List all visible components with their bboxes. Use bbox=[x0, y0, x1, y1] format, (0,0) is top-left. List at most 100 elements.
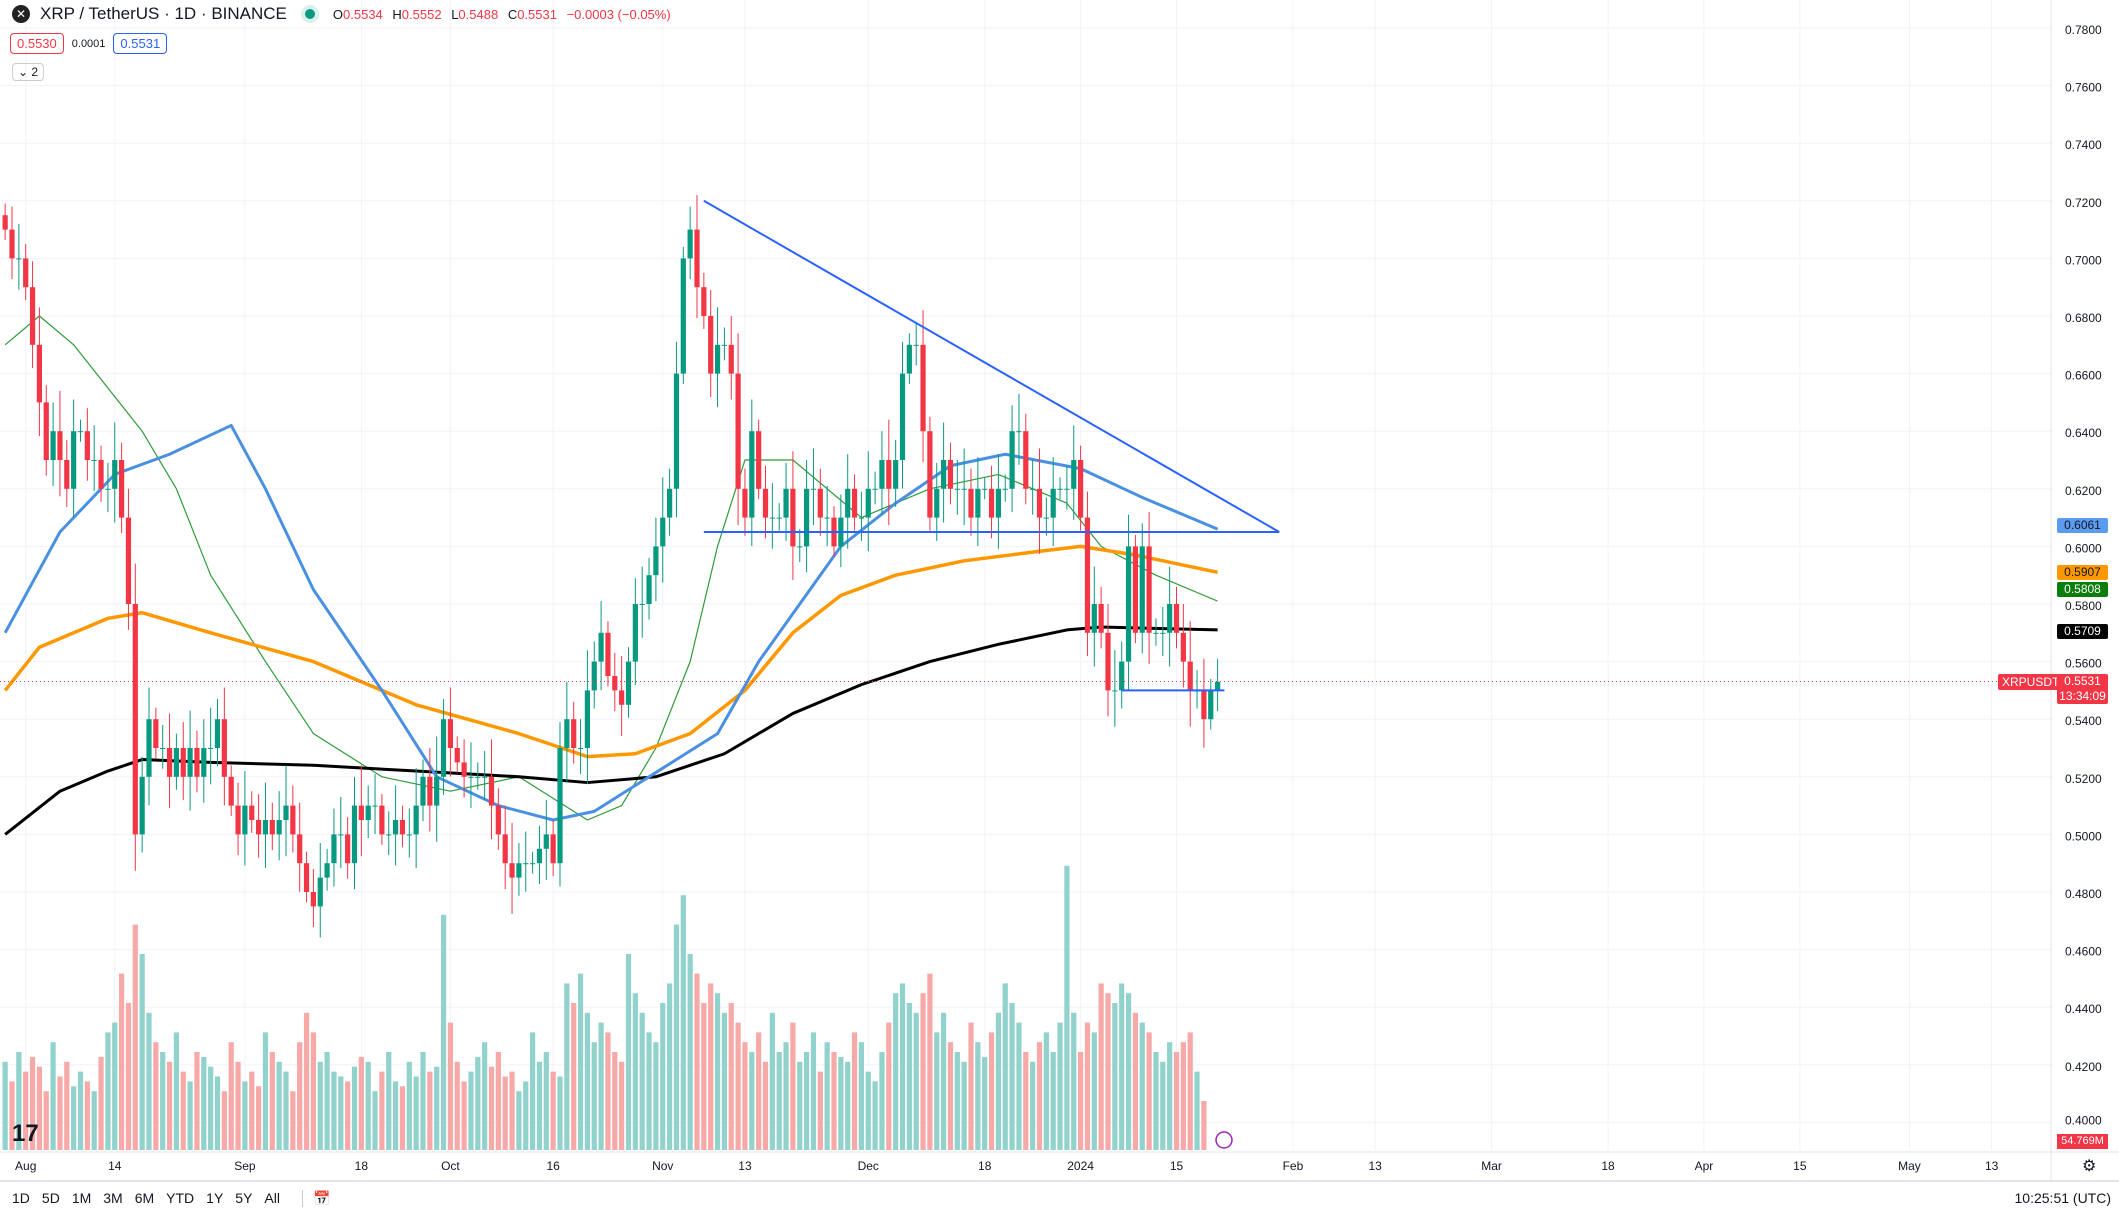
volume-bar bbox=[687, 954, 693, 1150]
y-tick-label: 0.7600 bbox=[2065, 81, 2102, 95]
volume-bar bbox=[482, 1042, 488, 1150]
candle-body bbox=[797, 546, 803, 548]
volume-bar bbox=[591, 1042, 597, 1150]
date-range-icon[interactable]: 📅 bbox=[301, 1189, 330, 1207]
range-5y[interactable]: 5Y bbox=[235, 1190, 253, 1206]
candle-body bbox=[77, 431, 84, 433]
candle-body bbox=[262, 820, 269, 835]
range-5d[interactable]: 5D bbox=[41, 1190, 60, 1206]
buy-button[interactable]: 0.5531 bbox=[113, 33, 168, 54]
volume-bar bbox=[1043, 1032, 1049, 1150]
volume-bar bbox=[1030, 1061, 1036, 1150]
volume-bar bbox=[756, 1032, 762, 1150]
candle-body bbox=[571, 719, 577, 748]
volume-bar bbox=[214, 1076, 221, 1150]
candle-body bbox=[201, 748, 207, 777]
volume-bar bbox=[762, 1061, 769, 1150]
volume-bar bbox=[509, 1071, 515, 1150]
volume-bar bbox=[769, 1012, 775, 1150]
x-tick-label: 14 bbox=[108, 1159, 122, 1173]
y-tick-label: 0.5800 bbox=[2065, 599, 2102, 613]
candle-body bbox=[221, 719, 227, 777]
candle-body bbox=[968, 488, 974, 518]
volume-bar bbox=[125, 1003, 132, 1150]
volume-bar bbox=[530, 1032, 536, 1150]
volume-bar bbox=[221, 1091, 227, 1150]
range-6m[interactable]: 6M bbox=[134, 1190, 155, 1206]
y-tick-label: 0.5600 bbox=[2065, 657, 2102, 671]
candle-body bbox=[139, 776, 145, 835]
volume-bar bbox=[262, 1032, 269, 1150]
volume-bar bbox=[269, 1052, 275, 1150]
volume-bar bbox=[790, 1022, 796, 1150]
volume-bar bbox=[132, 924, 138, 1150]
indicators-toggle-button[interactable]: ⌄ 2 bbox=[12, 63, 45, 81]
candle-body bbox=[591, 661, 597, 691]
candle-body bbox=[995, 488, 1001, 518]
events-lightning-icon bbox=[1215, 1131, 1233, 1149]
candle-body bbox=[317, 877, 323, 907]
settings-gear-icon[interactable]: ⚙ bbox=[2082, 1158, 2097, 1175]
volume-bar bbox=[358, 1056, 364, 1150]
x-tick-label: 18 bbox=[978, 1159, 992, 1173]
bar-countdown: 13:34:09 bbox=[2059, 689, 2106, 703]
volume-bar bbox=[324, 1052, 330, 1150]
volume-bar bbox=[694, 973, 700, 1150]
volume-bar bbox=[173, 1032, 179, 1150]
candle-body bbox=[680, 258, 686, 374]
range-ytd[interactable]: YTD bbox=[166, 1190, 195, 1206]
range-1m[interactable]: 1M bbox=[71, 1190, 92, 1206]
candle-body bbox=[762, 488, 769, 518]
volume-bar bbox=[249, 1071, 255, 1150]
candle-body bbox=[105, 488, 111, 490]
volume-bar bbox=[543, 1052, 549, 1150]
volume-bar bbox=[146, 1012, 152, 1150]
volume-bar bbox=[906, 1003, 912, 1150]
range-1d[interactable]: 1D bbox=[12, 1190, 30, 1206]
candle-body bbox=[975, 488, 981, 518]
candle-body bbox=[1084, 517, 1091, 633]
y-tick-label: 0.7000 bbox=[2065, 253, 2102, 267]
volume-bar bbox=[858, 1042, 864, 1150]
volume-bar bbox=[105, 1032, 111, 1150]
y-tick-label: 0.6600 bbox=[2065, 369, 2102, 383]
volume-bar bbox=[36, 1066, 42, 1150]
volume-badge: 54.769M bbox=[2057, 1134, 2108, 1149]
volume-bar bbox=[947, 1042, 954, 1150]
range-3m[interactable]: 3M bbox=[103, 1190, 123, 1206]
candle-body bbox=[1064, 488, 1070, 490]
candle-body bbox=[119, 460, 125, 518]
candle-body bbox=[988, 488, 995, 518]
volume-bar bbox=[166, 1061, 173, 1150]
volume-bar bbox=[16, 1052, 22, 1150]
volume-bar bbox=[879, 1052, 885, 1150]
sell-button[interactable]: 0.5530 bbox=[10, 33, 64, 54]
candle-body bbox=[824, 517, 830, 519]
y-tick-label: 0.4800 bbox=[2065, 887, 2102, 901]
symbol-title[interactable]: XRP / TetherUS · 1D · BINANCE bbox=[40, 4, 287, 23]
volume-bar bbox=[1098, 983, 1104, 1150]
volume-bar bbox=[57, 1076, 63, 1150]
candle-body bbox=[310, 892, 316, 907]
volume-bar bbox=[495, 1052, 501, 1150]
volume-bar bbox=[893, 993, 899, 1150]
x-tick-label: Oct bbox=[441, 1159, 460, 1173]
candle-body bbox=[71, 431, 77, 489]
volume-bar bbox=[995, 1012, 1001, 1150]
volume-bar bbox=[393, 1081, 399, 1150]
candle-body bbox=[660, 517, 666, 547]
volume-bar bbox=[1194, 1071, 1200, 1150]
x-tick-label: Nov bbox=[652, 1159, 673, 1173]
candle-body bbox=[98, 460, 104, 489]
tradingview-logo[interactable]: 17 bbox=[12, 1120, 39, 1147]
volume-bar bbox=[1002, 983, 1008, 1150]
candle-body bbox=[1153, 632, 1159, 634]
range-all[interactable]: All bbox=[264, 1190, 280, 1206]
candle-body bbox=[495, 805, 501, 835]
volume-bar bbox=[1112, 1003, 1118, 1150]
candle-body bbox=[947, 460, 954, 489]
range-1y[interactable]: 1Y bbox=[206, 1190, 224, 1206]
clock[interactable]: 10:25:51 (UTC) bbox=[2014, 1190, 2111, 1206]
ma-orange-badge: 0.5907 bbox=[2057, 565, 2108, 580]
price-chart[interactable]: 0.7800 0.7600 0.7400 0.7200 0.7000 0.6800 0.66… bbox=[0, 0, 2119, 1180]
